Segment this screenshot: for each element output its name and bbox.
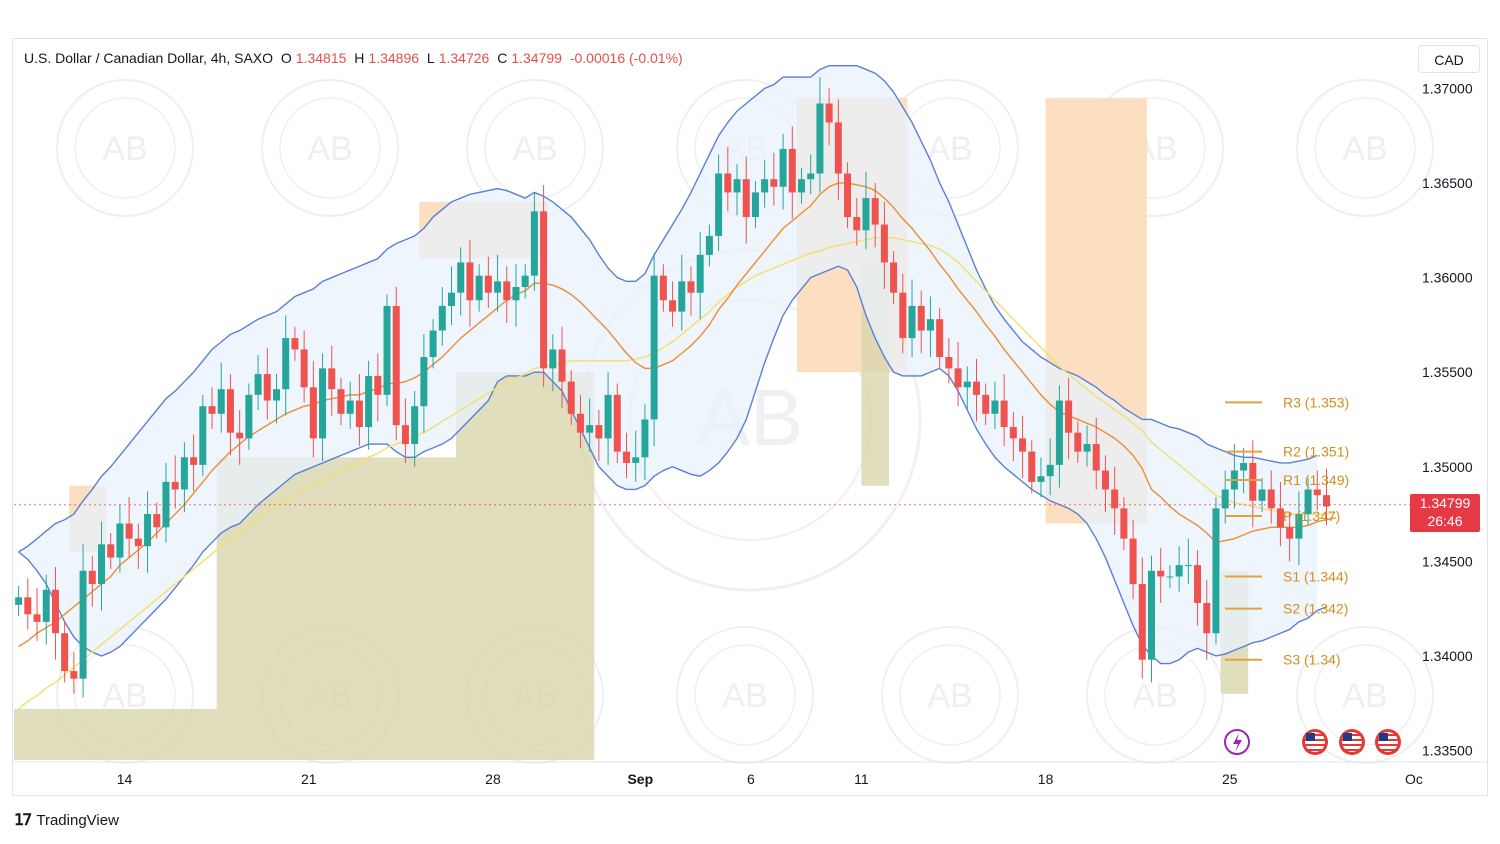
high-label: H [354, 50, 365, 66]
currency-button[interactable]: CAD [1418, 45, 1480, 73]
tradingview-logo-text: TradingView [36, 811, 119, 829]
symbol-header: U.S. Dollar / Canadian Dollar, 4h, SAXO … [24, 50, 687, 66]
tradingview-logo-icon: 𝟣𝟩 [14, 812, 32, 829]
chart-panel[interactable] [12, 38, 1488, 796]
symbol-title[interactable]: U.S. Dollar / Canadian Dollar, 4h, SAXO [24, 50, 274, 66]
tradingview-logo[interactable]: 𝟣𝟩 TradingView [14, 810, 119, 830]
low-label: L [426, 50, 435, 66]
close-value: 1.34799 [511, 50, 562, 66]
bar-countdown: 26:46 [1427, 513, 1463, 529]
change-value: -0.00016 (-0.01%) [569, 50, 683, 66]
current-price-value: 1.34799 [1419, 495, 1471, 511]
low-value: 1.34726 [438, 50, 490, 66]
high-value: 1.34896 [368, 50, 420, 66]
open-label: O [280, 50, 292, 66]
close-label: C [497, 50, 508, 66]
open-value: 1.34815 [295, 50, 347, 66]
current-price-label: 1.34799 26:46 [1410, 494, 1480, 532]
